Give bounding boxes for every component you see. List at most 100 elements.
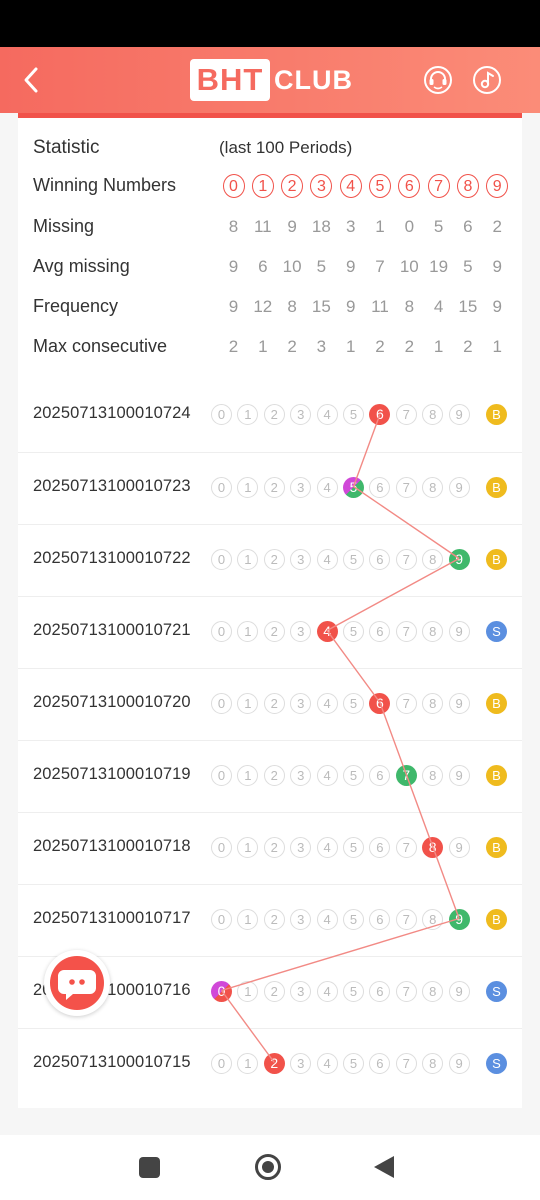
number-ball: 1 [237,549,259,570]
stat-value: 9 [492,257,502,276]
number-ball: 9 [448,621,470,642]
winning-ball: 9 [448,549,470,570]
stat-value: 2 [287,337,297,356]
winning-number-2: 2 [281,174,304,198]
trend-card: Statistic (last 100 Periods) Winning Num… [18,118,522,1108]
number-ball: 6 [369,477,391,498]
number-ball: 2 [263,837,285,858]
logo-bht-text: BHT [190,59,270,101]
big-badge: B [486,837,507,858]
number-ball: 3 [290,549,312,570]
number-ball: 6 [369,621,391,642]
number-ball: 8 [422,404,444,425]
number-ball: 4 [316,477,338,498]
period-number: 20250713100010724 [33,404,191,422]
stat-value: 5 [433,217,444,236]
winning-number-9: 9 [486,174,509,198]
winning-number-4: 4 [339,174,362,198]
stat-value: 6 [258,257,268,276]
number-ball: 9 [448,404,470,425]
number-ball: 9 [448,477,470,498]
history-row: 20250713100010720 0 1 2 3 4 5 6 7 8 9 B [18,668,522,741]
history-row: 20250713100010717 0 1 2 3 4 5 6 7 8 9 B [18,884,522,957]
number-ball: 8 [422,621,444,642]
number-ball: 4 [316,693,338,714]
number-ball: 6 [369,549,391,570]
number-ball: 6 [369,1053,391,1074]
stat-value: 1 [433,337,444,356]
number-ball: 8 [422,693,444,714]
history-row: 20250713100010724 0 1 2 3 4 5 6 7 8 9 B [18,380,522,452]
number-ball: 3 [290,1053,312,1074]
number-ball: 5 [343,621,364,642]
number-ball: 7 [395,477,417,498]
winning-ball: 4 [316,621,338,642]
number-ball: 7 [395,549,417,570]
number-ball: 1 [237,477,259,498]
number-ball: 1 [237,837,259,858]
number-ball: 9 [448,693,470,714]
small-badge: S [486,621,507,642]
headset-icon[interactable] [423,65,453,95]
number-ball: 3 [290,765,312,786]
number-ball: 0 [211,621,232,642]
stat-label-max-consecutive: Max consecutive [33,336,168,356]
back-triangle-icon[interactable] [374,1156,394,1178]
home-circle-icon[interactable] [255,1154,281,1180]
winning-numbers-label: Winning Numbers [33,175,177,195]
home-dot-icon [262,1161,274,1173]
big-badge: B [486,404,507,425]
number-ball: 1 [237,693,259,714]
number-ball: 3 [290,404,312,425]
period-number: 20250713100010715 [33,1053,191,1071]
stat-value: 1 [492,337,502,356]
number-ball: 4 [316,765,338,786]
number-ball: 7 [395,837,417,858]
recent-apps-square-icon[interactable] [139,1157,160,1178]
number-ball: 0 [211,765,232,786]
stat-value: 1 [258,337,268,356]
winning-ball: 9 [448,909,470,930]
number-ball: 7 [395,981,417,1002]
number-ball: 6 [369,981,391,1002]
music-note-icon[interactable] [472,65,502,95]
number-ball: 9 [448,1053,470,1074]
number-ball: 3 [290,909,312,930]
number-ball: 1 [237,1053,259,1074]
number-ball: 4 [316,404,338,425]
number-ball: 0 [211,909,232,930]
number-ball: 1 [237,981,259,1002]
number-ball: 1 [237,621,259,642]
number-ball: 2 [263,693,285,714]
number-ball: 9 [448,837,470,858]
stat-value: 3 [316,337,327,356]
number-ball: 8 [422,765,444,786]
chat-float-button[interactable] [44,950,110,1016]
number-ball: 2 [263,621,285,642]
history-row: 20250713100010719 0 1 2 3 4 5 6 7 8 9 B [18,740,522,813]
number-ball: 5 [343,765,364,786]
number-ball: 5 [343,981,364,1002]
stat-value: 11 [253,217,272,236]
period-number: 20250713100010722 [33,549,191,567]
stat-value: 18 [311,217,331,236]
number-ball: 2 [263,909,285,930]
big-badge: B [486,765,507,786]
number-ball: 6 [369,837,391,858]
small-badge: S [486,981,507,1002]
statistic-title: Statistic [33,137,100,158]
number-ball: 1 [237,404,259,425]
period-number: 20250713100010721 [33,621,191,639]
small-badge: S [486,1053,507,1074]
winning-ball: 5 [343,477,364,498]
number-ball: 0 [211,477,232,498]
stat-value: 11 [371,297,389,316]
stat-value: 2 [404,337,415,356]
back-chevron-left-icon[interactable] [20,65,44,95]
stat-value: 10 [399,257,419,276]
number-ball: 3 [290,981,312,1002]
number-ball: 4 [316,909,338,930]
number-ball: 5 [343,837,364,858]
winning-ball: 0 [211,981,232,1002]
history-row: 20250713100010723 0 1 2 3 4 5 6 7 8 9 B [18,452,522,525]
